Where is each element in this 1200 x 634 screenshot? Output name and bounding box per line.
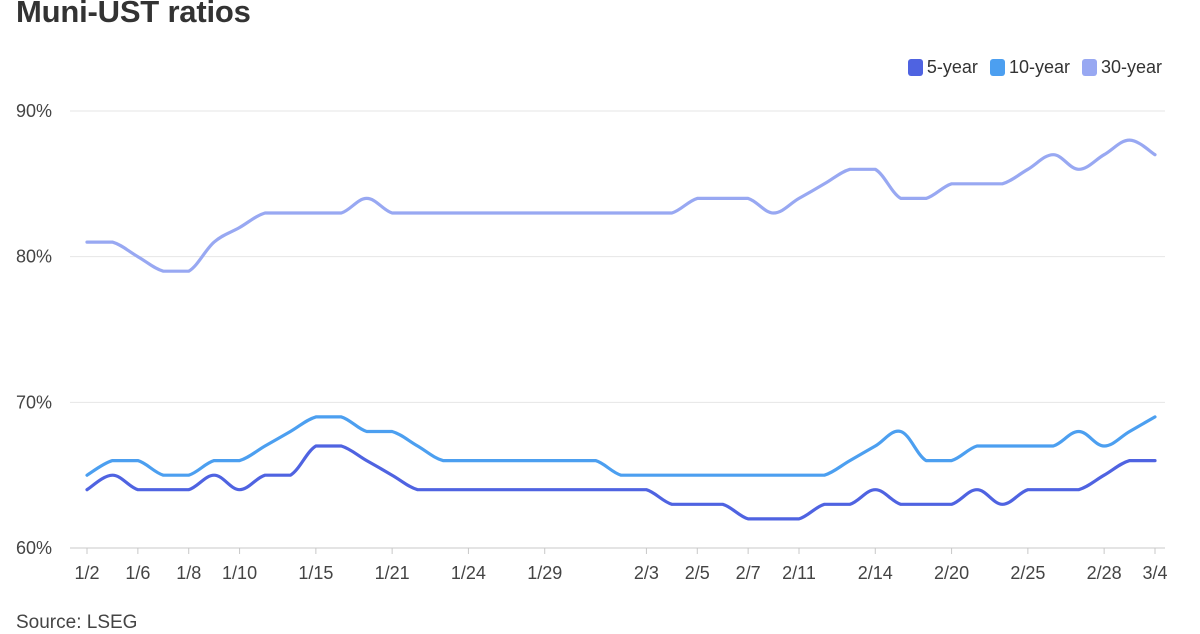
legend-item-5-year[interactable]: 5-year [907, 57, 978, 78]
chart-title: Muni-UST ratios [16, 0, 251, 29]
x-tick-label: 1/21 [375, 563, 410, 583]
x-tick-label: 2/5 [685, 563, 710, 583]
legend-label-10-year: 10-year [1008, 57, 1070, 77]
x-tick-label: 2/20 [934, 563, 969, 583]
series-lines [85, 138, 1157, 521]
legend-swatch-5-year [907, 59, 923, 76]
x-tick-label: 3/4 [1142, 563, 1167, 583]
series-line-30-year[interactable] [85, 138, 1157, 273]
legend: 5-year 10-year 30-year [907, 57, 1162, 78]
x-tick-label: 2/3 [634, 563, 659, 583]
legend-swatch-10-year [989, 59, 1005, 76]
x-tick-label: 1/29 [527, 563, 562, 583]
x-tick-label: 1/2 [74, 563, 99, 583]
legend-label-5-year: 5-year [926, 57, 978, 77]
y-tick-label: 80% [16, 247, 52, 267]
x-tick-label: 1/8 [176, 563, 201, 583]
legend-swatch-30-year [1081, 59, 1097, 76]
legend-item-10-year[interactable]: 10-year [989, 57, 1070, 78]
legend-item-30-year[interactable]: 30-year [1081, 57, 1162, 78]
y-tick-label: 90% [16, 101, 52, 121]
x-tick-label: 1/24 [451, 563, 486, 583]
x-tick-label: 1/15 [298, 563, 333, 583]
x-tick-label: 2/14 [858, 563, 893, 583]
y-tick-label: 70% [16, 392, 52, 412]
x-tick-label: 2/7 [736, 563, 761, 583]
series-line-5-year[interactable] [85, 444, 1157, 521]
x-tick-label: 2/11 [782, 563, 816, 583]
x-tick-label: 1/10 [222, 563, 257, 583]
source-note: Source: LSEG [16, 612, 138, 633]
x-axis: 1/2 1/6 1/8 1/10 1/15 1/21 1/24 1/29 2/3 2/5 2/7 2/… [74, 548, 1168, 583]
gridlines [70, 110, 1165, 549]
x-tick-label: 1/6 [125, 563, 150, 583]
x-tick-label: 2/28 [1087, 563, 1122, 583]
legend-label-30-year: 30-year [1100, 57, 1162, 77]
x-tick-label: 2/25 [1010, 563, 1045, 583]
y-axis: 60% 70% 80% 90% [16, 101, 52, 558]
series-line-10-year[interactable] [85, 415, 1157, 477]
y-tick-label: 60% [16, 538, 52, 558]
